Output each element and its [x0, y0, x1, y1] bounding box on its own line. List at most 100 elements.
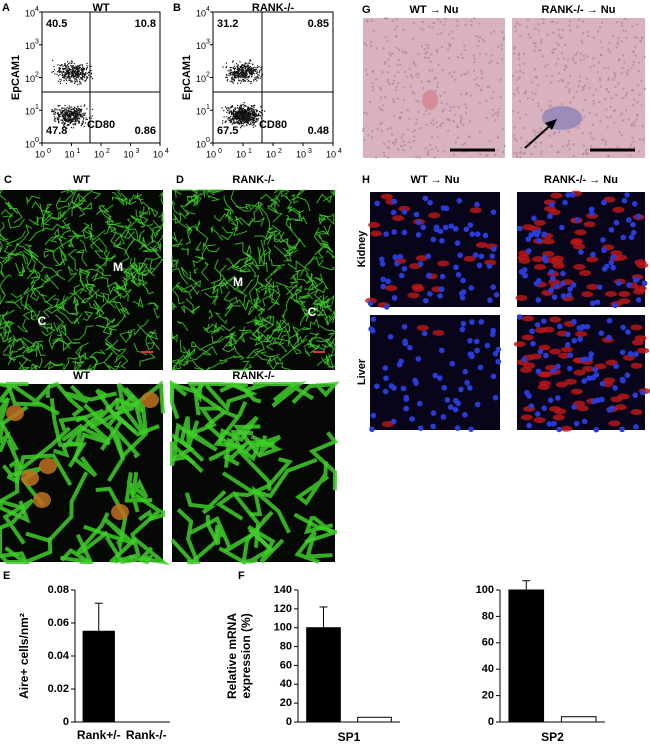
- cell: [583, 84, 587, 87]
- cell: [557, 80, 560, 83]
- dot: [68, 63, 70, 65]
- stain: [116, 393, 146, 436]
- stain: [31, 310, 38, 320]
- cell: [420, 80, 424, 83]
- stain: [179, 339, 189, 354]
- dot: [242, 76, 244, 79]
- stain: [10, 293, 22, 304]
- cell: [456, 126, 459, 129]
- dot: [235, 72, 238, 74]
- dot: [82, 116, 84, 119]
- cell: [431, 69, 434, 72]
- y-tick-label: 100: [274, 622, 292, 634]
- cell: [568, 29, 572, 32]
- dot: [70, 73, 72, 75]
- panel-title: WT: [92, 2, 109, 14]
- dot: [51, 110, 53, 113]
- nucleus: [522, 272, 528, 279]
- nucleus: [467, 222, 474, 228]
- dot: [87, 71, 90, 74]
- dot: [72, 76, 75, 79]
- cell: [538, 49, 541, 52]
- dot: [226, 77, 228, 79]
- dot: [249, 59, 251, 61]
- dot: [244, 112, 246, 114]
- nucleus: [391, 198, 397, 205]
- stain: [23, 244, 33, 256]
- cell: [638, 138, 641, 141]
- nucleus: [550, 368, 557, 374]
- stain: [107, 429, 141, 483]
- dot: [69, 80, 71, 82]
- dot: [74, 107, 76, 109]
- nucleus: [567, 352, 574, 358]
- dot: [74, 109, 76, 112]
- x-tick-exponent: 3: [136, 148, 140, 155]
- x-tick-exponent: 2: [278, 148, 282, 155]
- stain: [320, 353, 334, 370]
- dot: [229, 119, 231, 121]
- stain: [246, 298, 258, 309]
- dot: [81, 76, 84, 78]
- dot: [247, 109, 249, 112]
- dot: [70, 120, 73, 122]
- nucleus: [439, 237, 445, 244]
- dot: [79, 115, 81, 117]
- stain: [273, 189, 288, 198]
- dot: [88, 74, 90, 76]
- cell: [394, 140, 397, 144]
- stain: [32, 254, 46, 273]
- cell: [534, 92, 537, 96]
- dot: [75, 118, 77, 120]
- cell: [585, 152, 589, 156]
- stain: [171, 302, 178, 310]
- dot: [249, 113, 252, 115]
- cell: [436, 126, 439, 129]
- y-tick-exponent: 1: [35, 104, 39, 111]
- cell: [392, 114, 396, 118]
- cell: [446, 129, 450, 133]
- stain: [176, 284, 189, 293]
- stain: [82, 231, 95, 240]
- stain: [303, 307, 319, 315]
- stain: [295, 461, 330, 506]
- dot: [77, 114, 79, 116]
- nucleus: [401, 209, 408, 215]
- cell: [434, 89, 437, 93]
- dot: [246, 72, 248, 74]
- stain: [113, 224, 131, 249]
- dot: [243, 106, 245, 108]
- stain: [80, 292, 94, 304]
- stain: [290, 269, 305, 280]
- dot: [237, 64, 239, 66]
- dot: [237, 75, 239, 77]
- dot: [255, 114, 258, 116]
- dot: [235, 122, 237, 124]
- dot: [251, 73, 253, 75]
- cell: [633, 124, 636, 127]
- dot: [72, 123, 74, 125]
- stain: [279, 237, 289, 244]
- dot: [90, 76, 92, 78]
- dot: [54, 113, 56, 116]
- stain: [171, 200, 181, 216]
- cell: [596, 70, 600, 74]
- cell: [518, 75, 522, 79]
- cell: [567, 130, 570, 133]
- stain: [309, 318, 320, 330]
- dot: [227, 70, 229, 72]
- nucleus: [469, 231, 476, 237]
- dot: [256, 80, 258, 82]
- stain: [586, 283, 599, 290]
- cell: [519, 70, 522, 73]
- stain: [147, 334, 160, 351]
- dot: [227, 109, 229, 111]
- stain: [170, 238, 183, 248]
- nucleus: [390, 209, 397, 216]
- dot: [246, 125, 248, 127]
- stain: [226, 335, 237, 345]
- dot: [226, 80, 228, 82]
- cell: [400, 111, 403, 114]
- dot: [74, 78, 76, 80]
- dot: [250, 67, 252, 70]
